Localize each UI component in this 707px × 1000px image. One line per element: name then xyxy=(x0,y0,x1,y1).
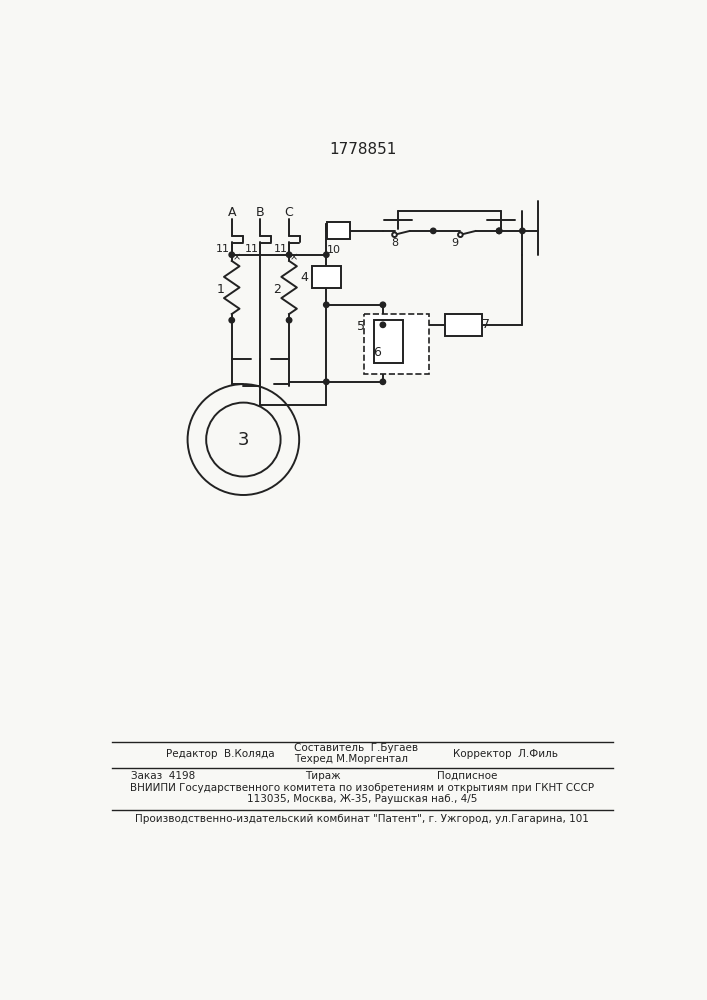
Text: ×: × xyxy=(290,252,298,262)
Text: Составитель  Г.Бугаев: Составитель Г.Бугаев xyxy=(293,743,418,753)
Text: 11: 11 xyxy=(274,244,288,254)
Text: ВНИИПИ Государственного комитета по изобретениям и открытиям при ГКНТ СССР: ВНИИПИ Государственного комитета по изоб… xyxy=(130,783,594,793)
Text: Корректор  Л.Филь: Корректор Л.Филь xyxy=(452,749,558,759)
Circle shape xyxy=(380,322,385,328)
Bar xyxy=(445,314,482,336)
Circle shape xyxy=(324,252,329,257)
Bar xyxy=(327,222,351,239)
Text: C: C xyxy=(285,206,293,219)
Circle shape xyxy=(324,379,329,384)
Circle shape xyxy=(496,228,502,234)
Text: ×: × xyxy=(233,252,240,262)
Text: Техред М.Моргентал: Техред М.Моргентал xyxy=(293,754,408,764)
Text: Производственно-издательский комбинат "Патент", г. Ужгород, ул.Гагарина, 101: Производственно-издательский комбинат "П… xyxy=(135,814,589,824)
Text: 7: 7 xyxy=(482,318,490,331)
Circle shape xyxy=(458,232,462,237)
Circle shape xyxy=(380,379,385,384)
Bar xyxy=(363,314,429,374)
Text: 5: 5 xyxy=(357,320,366,333)
Text: 113035, Москва, Ж-35, Раушская наб., 4/5: 113035, Москва, Ж-35, Раушская наб., 4/5 xyxy=(247,794,477,804)
Text: 2: 2 xyxy=(274,283,281,296)
Text: 1: 1 xyxy=(217,283,225,296)
Text: 11: 11 xyxy=(216,244,230,254)
Circle shape xyxy=(229,252,235,257)
Text: 3: 3 xyxy=(238,431,249,449)
Bar xyxy=(373,320,403,363)
Circle shape xyxy=(324,302,329,307)
Text: 1778851: 1778851 xyxy=(329,142,397,157)
Text: 6: 6 xyxy=(373,346,381,359)
Text: 10: 10 xyxy=(327,245,341,255)
Text: 4: 4 xyxy=(300,271,308,284)
Text: B: B xyxy=(256,206,264,219)
Circle shape xyxy=(496,228,502,234)
Circle shape xyxy=(431,228,436,234)
Text: Подписное: Подписное xyxy=(437,771,498,781)
Text: Заказ  4198: Заказ 4198 xyxy=(131,771,195,781)
Circle shape xyxy=(520,228,525,234)
Text: 11: 11 xyxy=(245,244,259,254)
Text: A: A xyxy=(228,206,236,219)
Circle shape xyxy=(392,232,397,237)
Circle shape xyxy=(229,318,235,323)
Text: 8: 8 xyxy=(391,238,398,248)
Text: Тираж: Тираж xyxy=(305,771,341,781)
Circle shape xyxy=(286,252,292,257)
Bar xyxy=(312,266,341,288)
Circle shape xyxy=(286,318,292,323)
Circle shape xyxy=(380,302,385,307)
Text: Редактор  В.Коляда: Редактор В.Коляда xyxy=(166,749,274,759)
Text: 9: 9 xyxy=(451,238,459,248)
